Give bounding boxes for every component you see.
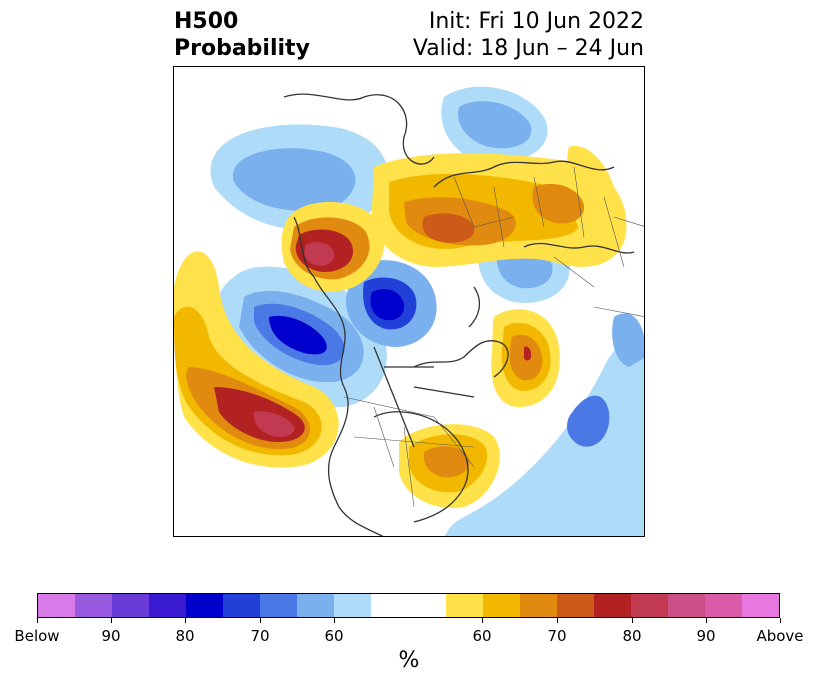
date-info: Init: Fri 10 Jun 2022 Valid: 18 Jun – 24… (413, 8, 644, 62)
colorbar-tick-label: 60 (324, 627, 344, 645)
colorbar-tickmark (706, 618, 707, 623)
colorbar-tick-label: 90 (101, 627, 121, 645)
colorbar-swatch-neutral (371, 594, 446, 617)
colorbar-tickmark (780, 618, 781, 623)
colorbar-tickmark (260, 618, 261, 623)
colorbar-tick-label: 60 (472, 627, 492, 645)
product-title-line1: H500 (174, 9, 239, 34)
colorbar-swatch-above-8 (741, 594, 779, 617)
valid-range: Valid: 18 Jun – 24 Jun (412, 36, 644, 61)
colorbar-swatch-above-5 (630, 594, 668, 617)
colorbar-tickmark (334, 618, 335, 623)
colorbar-swatch-above-3 (556, 594, 594, 617)
colorbar-swatch-above-4 (593, 594, 631, 617)
colorbar-tickmark (482, 618, 483, 623)
colorbar-unit-label: % (398, 648, 420, 673)
colorbar-tickmark (632, 618, 633, 623)
product-title-line2: Probability (174, 36, 310, 61)
colorbar-swatch-below-8 (334, 594, 372, 617)
below-anomaly-atlantic (444, 313, 644, 536)
colorbar-swatch-below-6 (260, 594, 298, 617)
colorbar-tick-label: 70 (547, 627, 567, 645)
colorbar-tick-label: 90 (696, 627, 716, 645)
colorbar-swatch-above-7 (704, 594, 742, 617)
init-date: Init: Fri 10 Jun 2022 (428, 9, 644, 34)
colorbar-swatch-above-0 (445, 594, 483, 617)
probability-map (173, 66, 645, 537)
colorbar-swatch-below-1 (75, 594, 113, 617)
country-borders (343, 166, 644, 508)
colorbar-swatch-above-6 (667, 594, 705, 617)
colorbar-tickmark (111, 618, 112, 623)
colorbar-swatch-below-2 (112, 594, 150, 617)
colorbar-swatch-above-1 (482, 594, 520, 617)
colorbar-swatch-above-2 (519, 594, 557, 617)
colorbar-swatch-below-5 (223, 594, 261, 617)
colorbar-tickmark (185, 618, 186, 623)
above-anomaly-arctic (281, 146, 627, 292)
colorbar-tick-label: 70 (250, 627, 270, 645)
colorbar-tick-label: 80 (175, 627, 195, 645)
colorbar-swatch-below-3 (149, 594, 187, 617)
map-canvas (174, 86, 644, 536)
colorbar-tick-label: Below (14, 627, 60, 645)
colorbar-swatch-below-0 (38, 594, 76, 617)
colorbar-tick-label: 80 (622, 627, 642, 645)
above-anomaly-pacific (174, 251, 339, 468)
product-title: H500 Probability (174, 8, 310, 62)
colorbar-tick-label: Above (756, 627, 804, 645)
colorbar-tickmark (557, 618, 558, 623)
colorbar-tickmark (37, 618, 38, 623)
colorbar-swatch-below-4 (186, 594, 224, 617)
probability-colorbar (37, 593, 780, 618)
colorbar-swatch-below-7 (297, 594, 335, 617)
